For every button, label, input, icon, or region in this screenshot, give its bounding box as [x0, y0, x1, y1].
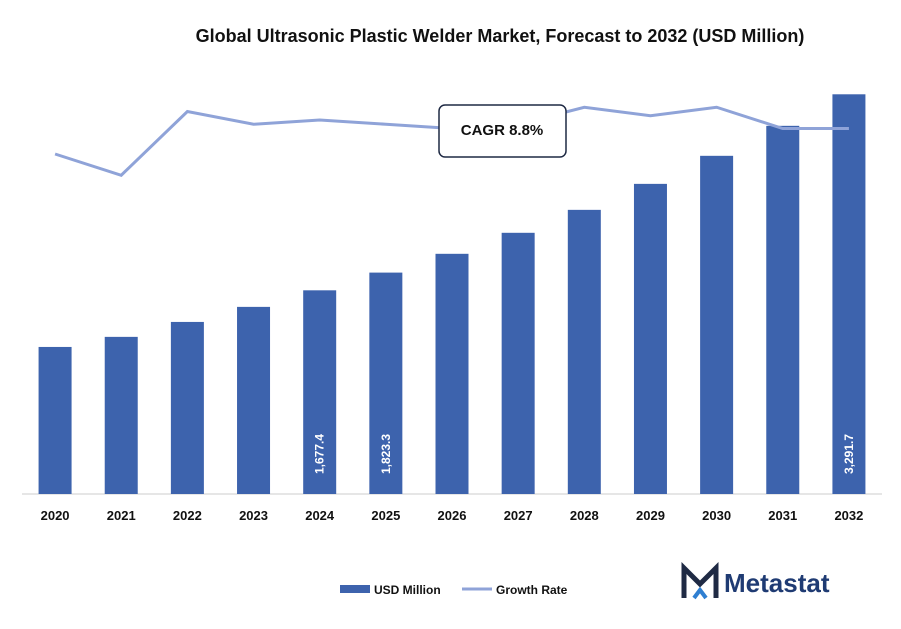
bar — [435, 253, 469, 494]
x-tick-label: 2029 — [636, 508, 665, 523]
legend-swatch — [340, 585, 370, 593]
chart-title: Global Ultrasonic Plastic Welder Market,… — [196, 26, 805, 46]
bar — [700, 155, 734, 495]
bar — [633, 183, 667, 494]
x-tick-label: 2021 — [107, 508, 136, 523]
x-tick-label: 2031 — [768, 508, 797, 523]
annotation-box — [438, 104, 567, 158]
logo-icon — [681, 561, 719, 598]
x-tick-label: 2030 — [702, 508, 731, 523]
x-tick-label: 2023 — [239, 508, 268, 523]
annotation: CAGR 8.8% — [461, 122, 544, 139]
x-tick-label: 2032 — [834, 508, 863, 523]
x-tick-label: 2028 — [570, 508, 599, 523]
bar — [766, 125, 800, 494]
x-tick-label: 2027 — [504, 508, 533, 523]
logo: Metastat — [681, 561, 830, 600]
bar — [38, 346, 72, 494]
logo-accent — [692, 586, 708, 600]
x-tick-label: 2022 — [173, 508, 202, 523]
data-label: 1,823.3 — [379, 434, 393, 474]
bar — [369, 272, 403, 494]
data-label: 1,677.4 — [313, 434, 327, 474]
brand: Metastat — [724, 568, 830, 598]
bar — [501, 232, 535, 495]
bar — [832, 94, 866, 494]
bar — [567, 209, 601, 494]
legend-label: USD Million — [374, 583, 441, 597]
data-label: 3,291.7 — [842, 434, 856, 474]
legend-label: Growth Rate — [496, 583, 568, 597]
bar — [237, 306, 271, 494]
bar — [170, 321, 204, 494]
bar — [303, 290, 337, 494]
bar — [104, 336, 138, 494]
x-tick-label: 2020 — [41, 508, 70, 523]
x-tick-label: 2025 — [371, 508, 400, 523]
x-tick-label: 2026 — [438, 508, 467, 523]
x-tick-label: 2024 — [305, 508, 335, 523]
